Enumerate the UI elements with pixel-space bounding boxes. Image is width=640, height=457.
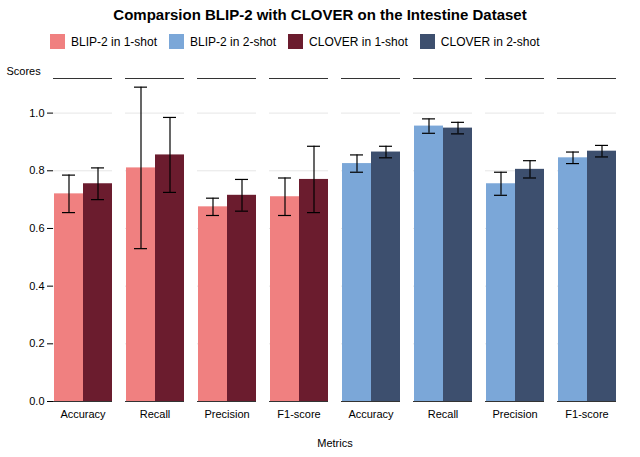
svg-text:Recall: Recall [140,408,171,420]
html-text:BLIP-2 in 1-shot: BLIP-2 in 1-shot [71,34,157,49]
svg-text:0.4: 0.4 [29,280,44,292]
svg-text:Precision: Precision [492,408,537,420]
html-text:CLOVER in 1-shot: CLOVER in 1-shot [309,34,408,49]
svg-text:0.8: 0.8 [29,164,44,176]
svg-text:0.2: 0.2 [29,337,44,349]
svg-text:Precision: Precision [204,408,249,420]
svg-text:Recall: Recall [428,408,459,420]
html-text:CLOVER in 2-shot: CLOVER in 2-shot [440,34,540,49]
svg-text:Accuracy: Accuracy [348,408,394,420]
html-text:BLIP-2 in 2-shot: BLIP-2 in 2-shot [190,34,277,49]
svg-text:F1-score: F1-score [277,408,320,420]
svg-text:0.0: 0.0 [29,395,44,407]
svg-text:0.6: 0.6 [29,222,44,234]
html-text:Comparsion BLIP-2 with CLOVER: Comparsion BLIP-2 with CLOVER on the Int… [113,6,527,23]
svg-text:F1-score: F1-score [565,408,608,420]
svg-text:Metrics: Metrics [317,437,353,449]
svg-text:Accuracy: Accuracy [60,408,106,420]
svg-text:Scores: Scores [7,65,42,77]
svg-text:1.0: 1.0 [29,107,44,119]
